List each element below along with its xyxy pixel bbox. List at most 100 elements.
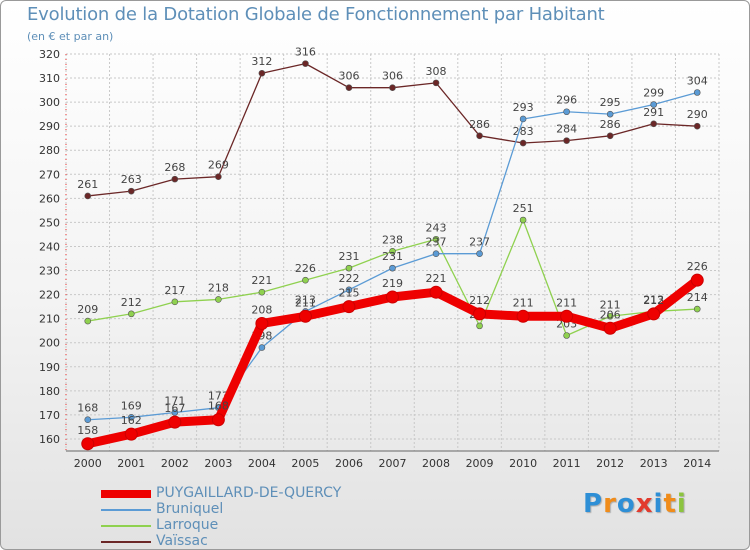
x-tick-label: 2013 [640, 457, 668, 470]
legend-label: PUYGAILLARD-DE-QUERCY [156, 485, 342, 501]
y-tick-label: 230 [39, 265, 60, 278]
data-label: 231 [338, 250, 359, 263]
data-point [128, 310, 135, 318]
data-point [690, 273, 704, 287]
data-label: 304 [687, 74, 708, 87]
data-point [693, 305, 701, 313]
data-label: 237 [469, 236, 490, 249]
data-label: 211 [600, 298, 621, 311]
data-point [389, 84, 396, 91]
legend-swatch [101, 541, 151, 543]
y-tick-label: 290 [39, 120, 60, 133]
data-point [563, 108, 570, 116]
x-tick-label: 2005 [291, 457, 319, 470]
data-point [258, 344, 266, 351]
data-point [171, 175, 179, 183]
data-point [128, 414, 135, 421]
data-point [345, 286, 353, 294]
data-point [168, 415, 182, 429]
data-point [519, 139, 527, 147]
y-tick-label: 270 [39, 168, 60, 181]
x-tick-label: 2002 [161, 457, 189, 470]
data-label: 221 [426, 272, 447, 285]
logo-letter: i [653, 489, 664, 519]
data-point [519, 115, 527, 123]
data-point [519, 216, 527, 224]
logo-letter: x [635, 489, 654, 519]
data-point [516, 309, 530, 323]
y-tick-label: 310 [39, 72, 60, 85]
data-point [606, 132, 614, 140]
data-label: 226 [295, 262, 316, 275]
data-point [693, 122, 701, 130]
data-label: 218 [208, 281, 229, 294]
data-point [84, 317, 92, 325]
y-tick-label: 320 [39, 48, 60, 61]
data-label: 214 [687, 291, 708, 304]
data-label: 162 [121, 414, 142, 427]
legend-label: Bruniquel [156, 501, 224, 517]
data-label: 211 [513, 296, 534, 309]
data-point [476, 322, 483, 330]
data-point [389, 264, 396, 272]
data-point [302, 60, 309, 67]
data-point [606, 312, 614, 320]
data-label: 171 [164, 395, 185, 408]
data-point [255, 316, 269, 330]
data-label: 213 [295, 293, 316, 306]
proxiti-logo: Proxiti [583, 489, 687, 519]
logo-letter: i [676, 489, 687, 519]
data-point [563, 137, 570, 144]
logo-letter: r [603, 489, 617, 519]
data-point [432, 79, 440, 87]
data-label: 312 [251, 55, 272, 68]
data-label: 263 [121, 173, 142, 186]
data-label: 217 [164, 284, 185, 297]
x-tick-label: 2012 [596, 457, 624, 470]
data-point [128, 187, 135, 195]
data-label: 290 [687, 108, 708, 121]
x-tick-label: 2004 [248, 457, 276, 470]
data-label: 212 [121, 296, 142, 309]
data-label: 269 [208, 159, 229, 172]
x-tick-label: 2000 [74, 457, 102, 470]
data-point [302, 276, 309, 284]
data-point [171, 409, 179, 416]
data-point [342, 300, 356, 314]
x-tick-label: 2011 [553, 457, 581, 470]
data-point [606, 110, 614, 118]
data-label: 299 [643, 87, 664, 100]
legend-swatch [101, 525, 151, 527]
x-tick-label: 2014 [683, 457, 711, 470]
data-label: 222 [338, 272, 359, 285]
chart-subtitle: (en € et par an) [27, 30, 114, 43]
logo-letter: P [583, 489, 604, 519]
data-point [476, 250, 483, 258]
data-label: 238 [382, 233, 403, 246]
data-point [476, 132, 483, 140]
data-point [215, 173, 222, 181]
y-tick-label: 180 [39, 385, 60, 398]
data-point [258, 288, 266, 296]
data-point [693, 89, 701, 96]
data-label: 237 [426, 236, 447, 249]
chart-title: Evolution de la Dotation Globale de Fonc… [27, 4, 605, 25]
data-label: 295 [600, 96, 621, 109]
x-tick-label: 2007 [379, 457, 407, 470]
data-point [650, 101, 658, 108]
x-tick-label: 2001 [117, 457, 145, 470]
data-label: 231 [382, 250, 403, 263]
data-label: 306 [338, 70, 359, 83]
data-point [563, 332, 570, 339]
data-label: 211 [295, 296, 316, 309]
y-tick-label: 210 [39, 313, 60, 326]
data-label: 212 [469, 294, 490, 307]
y-tick-label: 280 [39, 144, 60, 157]
x-tick-label: 2009 [466, 457, 494, 470]
data-label: 316 [295, 46, 316, 59]
data-label: 251 [513, 202, 534, 215]
data-label: 169 [121, 399, 142, 412]
x-tick-label: 2006 [335, 457, 363, 470]
